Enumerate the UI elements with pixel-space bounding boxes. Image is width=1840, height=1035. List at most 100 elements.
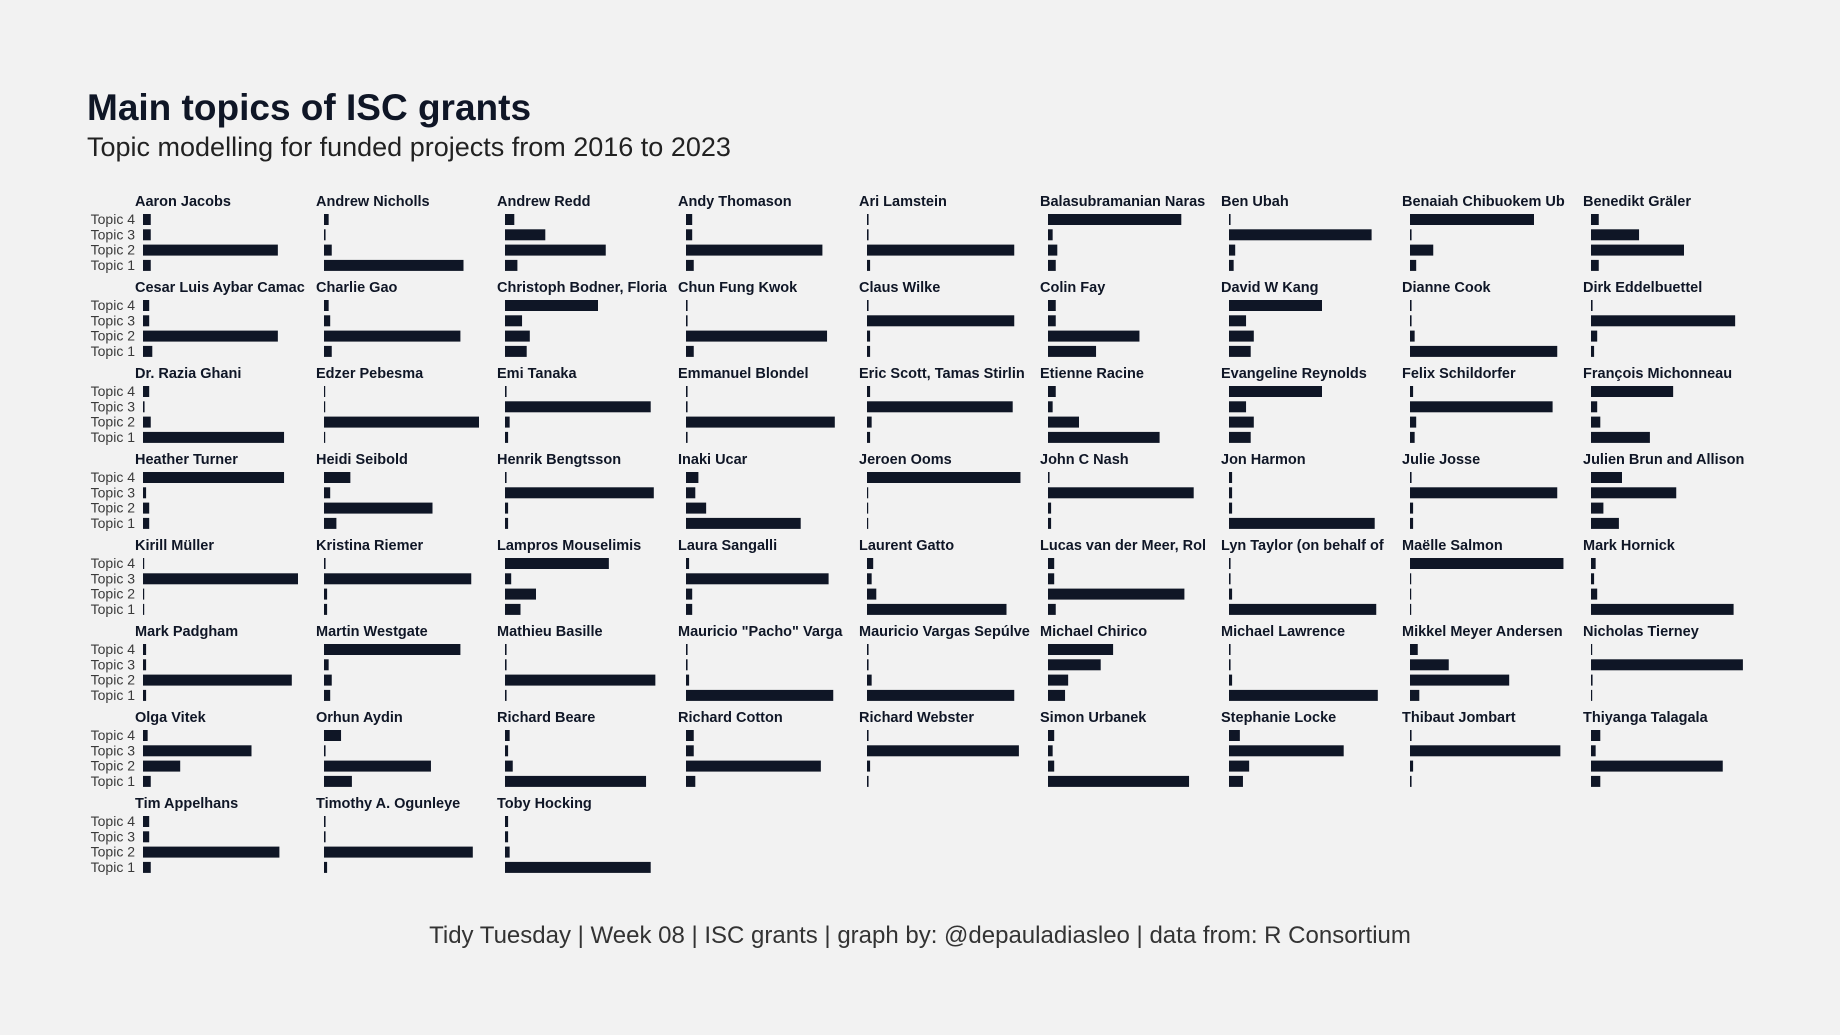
bar xyxy=(867,472,1021,483)
bar xyxy=(324,214,329,225)
bar xyxy=(324,760,431,772)
bar xyxy=(1229,472,1233,483)
bar xyxy=(1591,244,1684,256)
facet-title: Colin Fay xyxy=(1040,280,1105,296)
bar xyxy=(1048,401,1053,413)
bar xyxy=(143,386,150,397)
bar xyxy=(867,401,1013,413)
bar xyxy=(143,558,145,569)
bar xyxy=(1229,330,1254,342)
bar xyxy=(324,558,326,569)
bar xyxy=(505,315,523,327)
facet-panel: Mauricio "Pacho" Varga xyxy=(678,624,843,701)
facet-panel: John C Nash xyxy=(1040,452,1194,529)
facet-panel: Simon Urbanek xyxy=(1040,710,1190,787)
bar xyxy=(686,214,693,225)
bar xyxy=(143,775,151,787)
bar xyxy=(1048,573,1055,585)
bar xyxy=(1229,603,1377,615)
bar xyxy=(867,244,1015,256)
bar xyxy=(1229,487,1233,499)
bar xyxy=(505,861,651,873)
facet-title: Laurent Gatto xyxy=(859,538,954,554)
facet-title: Benaiah Chibuokem Ub xyxy=(1402,194,1565,210)
bar xyxy=(1591,644,1593,655)
bar xyxy=(143,861,151,873)
bar xyxy=(686,745,694,757)
y-tick-label: Topic 1 xyxy=(91,687,136,703)
bar xyxy=(686,689,834,701)
bar xyxy=(1591,487,1677,499)
bar xyxy=(324,831,326,843)
bar xyxy=(505,730,510,741)
bar xyxy=(505,588,536,600)
facet-panel: Michael Lawrence xyxy=(1221,624,1378,701)
bar xyxy=(1591,259,1599,271)
bar xyxy=(1048,745,1053,757)
facet-panel: Eric Scott, Tamas Stirlin xyxy=(859,366,1025,443)
bar xyxy=(867,659,869,671)
facet-title: Andy Thomason xyxy=(678,194,792,210)
facet-title: Heidi Seibold xyxy=(316,452,408,468)
bar xyxy=(324,816,326,827)
bar xyxy=(505,345,527,357)
bar xyxy=(324,345,332,357)
facet-panel: Toby Hocking xyxy=(497,796,651,873)
bar xyxy=(505,214,515,225)
bar xyxy=(505,330,530,342)
facet-panel: Orhun Aydin xyxy=(316,710,431,787)
y-tick-label: Topic 2 xyxy=(91,758,136,774)
y-tick-label: Topic 4 xyxy=(91,555,136,571)
bar xyxy=(1591,229,1640,241)
facet-title: Ben Ubah xyxy=(1221,194,1289,210)
bar xyxy=(1410,588,1412,600)
bar xyxy=(324,861,328,873)
bar xyxy=(143,846,280,858)
bar xyxy=(1229,588,1233,600)
bar xyxy=(505,517,509,529)
facet-panel: Richard Webster xyxy=(859,710,1019,787)
bar xyxy=(686,229,693,241)
bar xyxy=(867,573,872,585)
facet-title: Andrew Nicholls xyxy=(316,194,430,210)
y-tick-label: Topic 3 xyxy=(91,742,136,758)
bar xyxy=(1229,644,1231,655)
bar xyxy=(867,259,871,271)
bar xyxy=(505,259,518,271)
bar xyxy=(686,401,688,413)
y-tick-label: Topic 1 xyxy=(91,515,136,531)
bar xyxy=(1229,315,1247,327)
bar xyxy=(143,416,151,428)
facet-title: Aaron Jacobs xyxy=(135,194,231,210)
bar xyxy=(324,573,472,585)
bar xyxy=(505,472,507,483)
facet-title: Kirill Müller xyxy=(135,538,214,554)
facet-title: Dianne Cook xyxy=(1402,280,1492,296)
bar xyxy=(1591,315,1736,327)
facet-title: Lampros Mouselimis xyxy=(497,538,641,554)
bar xyxy=(1591,775,1601,787)
chart-caption: Tidy Tuesday | Week 08 | ISC grants | gr… xyxy=(429,922,1411,949)
bar xyxy=(867,558,874,569)
bar xyxy=(1229,573,1231,585)
bar xyxy=(1229,517,1375,529)
bar xyxy=(324,644,461,655)
y-tick-label: Topic 3 xyxy=(91,570,136,586)
bar xyxy=(867,214,869,225)
bar xyxy=(867,745,1019,757)
facet-title: Chun Fung Kwok xyxy=(678,280,798,296)
facet-panel: Andrew Nicholls xyxy=(316,194,464,271)
bar xyxy=(867,330,871,342)
bar xyxy=(505,831,509,843)
facet-panel: Jon Harmon xyxy=(1221,452,1375,529)
facet-title: Eric Scott, Tamas Stirlin xyxy=(859,366,1025,382)
facet-title: Charlie Gao xyxy=(316,280,398,296)
facet-title: Thibaut Jombart xyxy=(1402,710,1516,726)
bar xyxy=(143,401,145,413)
y-tick-label: Topic 2 xyxy=(91,328,136,344)
facet-title: Mikkel Meyer Andersen xyxy=(1402,624,1563,640)
bar xyxy=(143,816,150,827)
